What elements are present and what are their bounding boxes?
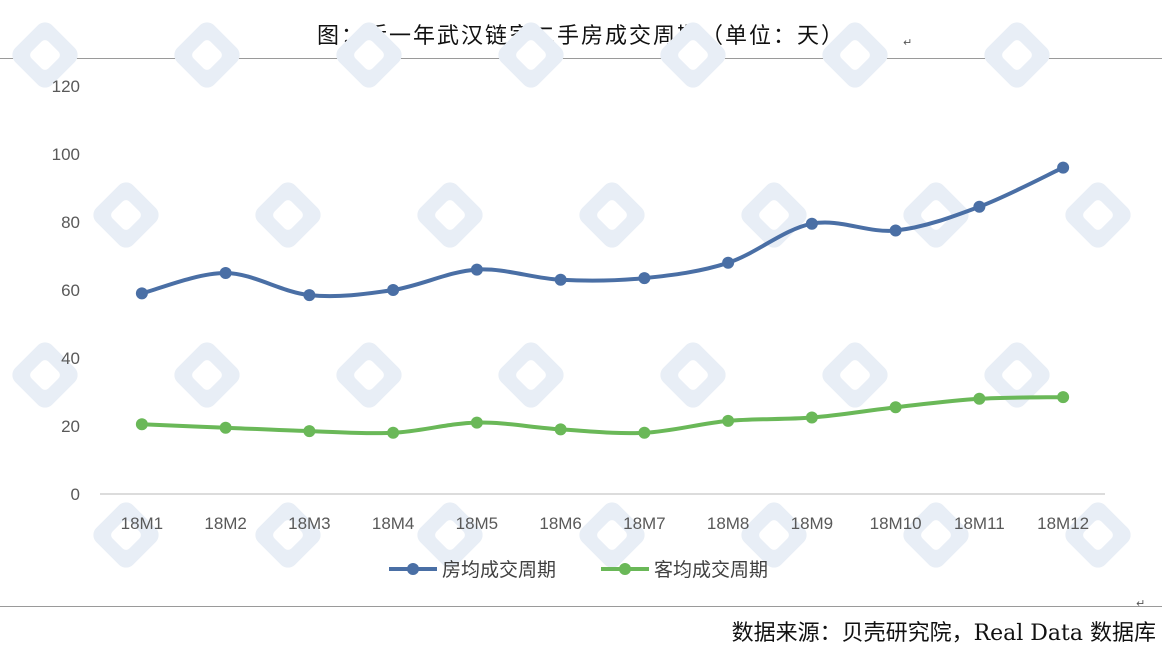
series-2-point <box>805 411 818 424</box>
y-tick-label: 120 <box>52 77 80 96</box>
watermark-icon <box>174 342 240 408</box>
watermark-icon <box>255 182 321 248</box>
series-2-point <box>1057 391 1070 404</box>
series-2-point <box>470 416 483 429</box>
paragraph-mark: ↵ <box>1136 597 1146 610</box>
legend-item-1: 房均成交周期 <box>389 559 556 581</box>
series-1-point <box>889 224 902 237</box>
watermark-icon <box>903 502 969 568</box>
legend-label: 房均成交周期 <box>442 559 556 581</box>
watermark-layer <box>12 22 1131 568</box>
chart-title: 图：近一年武汉链家二手房成交周期（单位：天） <box>316 24 845 49</box>
series-line-2 <box>139 395 1066 436</box>
legend-swatch-marker <box>407 563 419 575</box>
series-2-point <box>722 414 735 427</box>
watermark-icon <box>336 22 402 88</box>
x-tick-label: 18M9 <box>791 514 834 533</box>
bottom-rule <box>0 606 1162 607</box>
watermark-icon <box>822 22 888 88</box>
x-tick-label: 18M11 <box>954 514 1005 533</box>
y-tick-label: 20 <box>61 417 80 436</box>
watermark-icon <box>93 182 159 248</box>
series-1-point <box>805 217 818 230</box>
series-1-point <box>638 272 651 285</box>
top-rule <box>0 58 1162 59</box>
watermark-icon <box>417 182 483 248</box>
y-tick-label: 0 <box>71 485 80 504</box>
series-2-point <box>889 401 902 414</box>
watermark-icon <box>579 182 645 248</box>
watermark-icon <box>498 22 564 88</box>
legend-swatch-marker <box>619 563 631 575</box>
watermark-icon <box>498 342 564 408</box>
x-tick-label: 18M12 <box>1037 514 1089 533</box>
series-1-point <box>1057 161 1070 174</box>
watermark-icon <box>984 342 1050 408</box>
watermark-icon <box>660 22 726 88</box>
series-1-point <box>219 267 232 279</box>
legend-label: 客均成交周期 <box>654 559 768 581</box>
legend-item-2: 客均成交周期 <box>601 559 768 581</box>
x-tick-label: 18M4 <box>372 514 415 533</box>
data-source: 数据来源：贝壳研究院，Real Data 数据库 <box>731 621 1156 646</box>
series-1-point <box>554 273 567 286</box>
y-tick-label: 60 <box>61 281 80 300</box>
y-tick-label: 80 <box>61 213 80 232</box>
watermark-icon <box>12 22 78 88</box>
series-1-point <box>303 289 316 302</box>
y-tick-label: 40 <box>61 349 80 368</box>
watermark-icon <box>660 342 726 408</box>
series-2-point <box>387 426 400 439</box>
series-2-point <box>638 426 651 439</box>
watermark-icon <box>336 342 402 408</box>
x-tick-label: 18M8 <box>707 514 750 533</box>
series-2-point <box>135 418 148 431</box>
chart-axes: 0 20 40 60 80 100 120 18M1 18M2 18M3 18M4 18M5 18M6 1… <box>52 77 1105 533</box>
x-tick-label: 18M3 <box>288 514 331 533</box>
x-tick-label: 18M7 <box>623 514 666 533</box>
series-1-point <box>135 287 148 300</box>
series-2-point <box>554 423 567 436</box>
watermark-icon <box>93 502 159 568</box>
series-2-point <box>973 392 986 405</box>
x-tick-label: 18M1 <box>121 514 164 533</box>
y-tick-label: 100 <box>52 145 80 164</box>
series-2-point <box>303 425 316 438</box>
watermark-icon <box>984 22 1050 88</box>
watermark-icon <box>1065 182 1131 248</box>
watermark-icon <box>579 502 645 568</box>
series-1-point <box>470 263 483 276</box>
watermark-icon <box>12 342 78 408</box>
watermark-icon <box>417 502 483 568</box>
x-tick-label: 18M10 <box>870 514 922 533</box>
paragraph-mark: ↵ <box>903 36 913 49</box>
chart-lines <box>135 161 1070 439</box>
x-tick-label: 18M2 <box>204 514 247 533</box>
watermark-icon <box>1065 502 1131 568</box>
chart-legend: 房均成交周期 客均成交周期 <box>389 559 768 581</box>
watermark-icon <box>174 22 240 88</box>
x-tick-label: 18M5 <box>456 514 499 533</box>
watermark-icon <box>741 502 807 568</box>
series-line-1 <box>139 165 1066 299</box>
series-1-point <box>973 200 986 213</box>
series-2-point <box>219 421 232 434</box>
series-1-point <box>387 284 400 296</box>
series-1-point <box>722 256 735 269</box>
watermark-icon <box>255 502 321 568</box>
watermark-icon <box>822 342 888 408</box>
x-tick-label: 18M6 <box>539 514 582 533</box>
